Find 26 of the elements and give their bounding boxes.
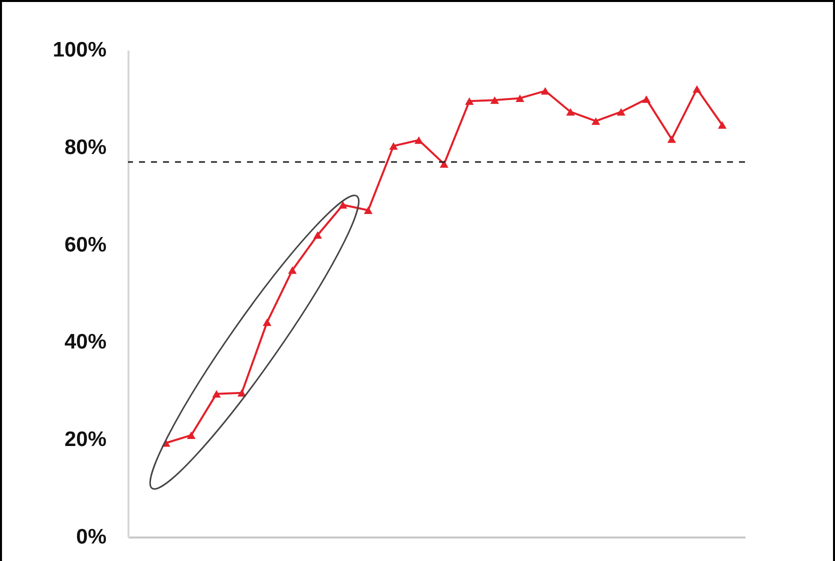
point xyxy=(642,95,651,103)
point xyxy=(465,97,474,105)
y-tick-label: 100% xyxy=(52,38,107,62)
point xyxy=(591,117,600,125)
point xyxy=(338,201,348,209)
point xyxy=(566,108,575,116)
point xyxy=(364,206,373,214)
point xyxy=(186,431,196,439)
point xyxy=(616,108,626,116)
y-tick-label: 60% xyxy=(64,233,107,256)
point xyxy=(313,231,322,239)
point xyxy=(667,135,676,143)
point xyxy=(414,136,424,144)
point xyxy=(288,266,297,274)
point xyxy=(718,121,727,129)
point xyxy=(237,389,246,397)
point xyxy=(212,390,221,398)
point xyxy=(262,318,272,326)
y-tick-label: 0% xyxy=(76,526,107,548)
point xyxy=(692,85,702,93)
point xyxy=(516,94,524,102)
point xyxy=(389,142,398,150)
y-tick-label: 80% xyxy=(64,136,107,159)
y-tick-label: 40% xyxy=(64,330,107,354)
point xyxy=(490,96,499,104)
y-tick-label: 20% xyxy=(64,428,107,452)
